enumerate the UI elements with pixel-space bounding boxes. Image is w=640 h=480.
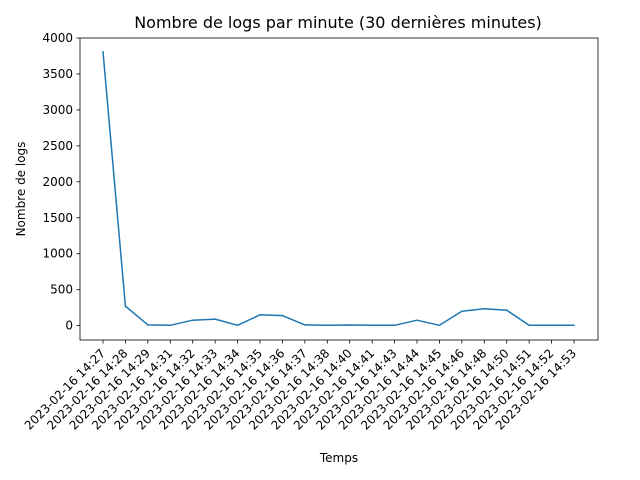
series-line [102,51,574,327]
data-point [371,324,373,327]
data-point [573,324,575,327]
data-point [147,324,149,326]
y-axis-label: Nombre de logs [14,142,28,237]
data-point [326,324,329,327]
y-tick-label: 2500 [42,139,73,153]
y-tick-label: 3500 [42,67,73,81]
data-point [124,305,127,308]
data-point [169,324,172,327]
data-point [438,324,441,327]
series-group [102,50,575,327]
data-point [348,324,351,326]
data-point [214,318,216,320]
x-axis-label: Temps [319,451,358,465]
data-point [393,324,396,327]
chart-title: Nombre de logs par minute (30 dernières … [134,13,542,32]
data-point [304,324,306,326]
data-point [191,319,194,322]
data-point [416,319,418,322]
y-tick-label: 500 [50,283,73,297]
data-point [259,314,261,316]
data-point [102,50,104,53]
y-tick-label: 1500 [42,211,73,225]
plot-frame [79,37,599,341]
y-tick-label: 4000 [42,31,73,45]
data-point [281,314,284,317]
y-axis: 0 500 1000 1500 2000 2500 3000 3500 4000 [42,31,80,333]
data-point [461,310,463,313]
data-point [236,324,239,327]
y-tick-label: 2000 [42,175,73,189]
data-point [483,307,486,310]
y-tick-label: 1000 [42,247,73,261]
data-point [505,309,508,311]
y-tick-label: 0 [65,319,73,333]
data-point [550,324,553,327]
data-point [528,324,530,327]
y-tick-label: 3000 [42,103,73,117]
